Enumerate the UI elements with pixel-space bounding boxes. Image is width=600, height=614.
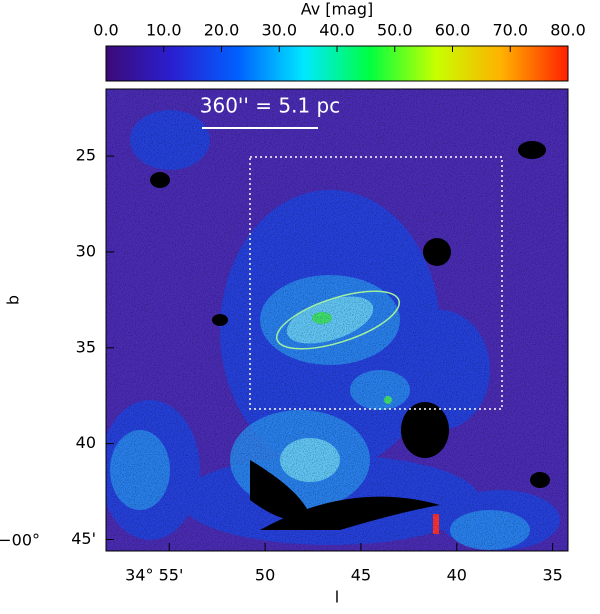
- colorbar-tick-label: 20.0: [204, 21, 240, 40]
- colorbar-label: Av [mag]: [301, 0, 374, 19]
- scale-bar-label: 360'' = 5.1 pc: [200, 94, 341, 118]
- y-tick-label: 40: [76, 433, 96, 452]
- x-tick-label: 40: [447, 566, 467, 585]
- plot-frame: [105, 88, 569, 552]
- y-tick-label: 35: [76, 337, 96, 356]
- x-tick-label: 45: [351, 566, 371, 585]
- y-tick-label: 45': [71, 529, 96, 548]
- colorbar-tick-label: 10.0: [146, 21, 182, 40]
- colorbar-tick-label: 50.0: [377, 21, 413, 40]
- colorbar-tick-label: 80.0: [550, 21, 586, 40]
- x-tick-label: 50: [255, 566, 275, 585]
- y-axis-label: b: [4, 295, 23, 305]
- colorbar-tick-label: 40.0: [319, 21, 355, 40]
- y-tick-label: 30: [76, 241, 96, 260]
- colorbar-tick-label: 0.0: [93, 21, 118, 40]
- colorbar-tick-label: 60.0: [435, 21, 471, 40]
- x-tick-label: 35: [542, 566, 562, 585]
- x-axis-label: l: [335, 588, 339, 607]
- y-tick-label: 25: [76, 146, 96, 165]
- colorbar-tick-label: 30.0: [261, 21, 297, 40]
- extinction-map: [106, 89, 568, 551]
- x-tick-label: 34° 55': [125, 566, 183, 585]
- y-degree-label: −00°: [0, 531, 40, 550]
- colorbar-tick-label: 70.0: [492, 21, 528, 40]
